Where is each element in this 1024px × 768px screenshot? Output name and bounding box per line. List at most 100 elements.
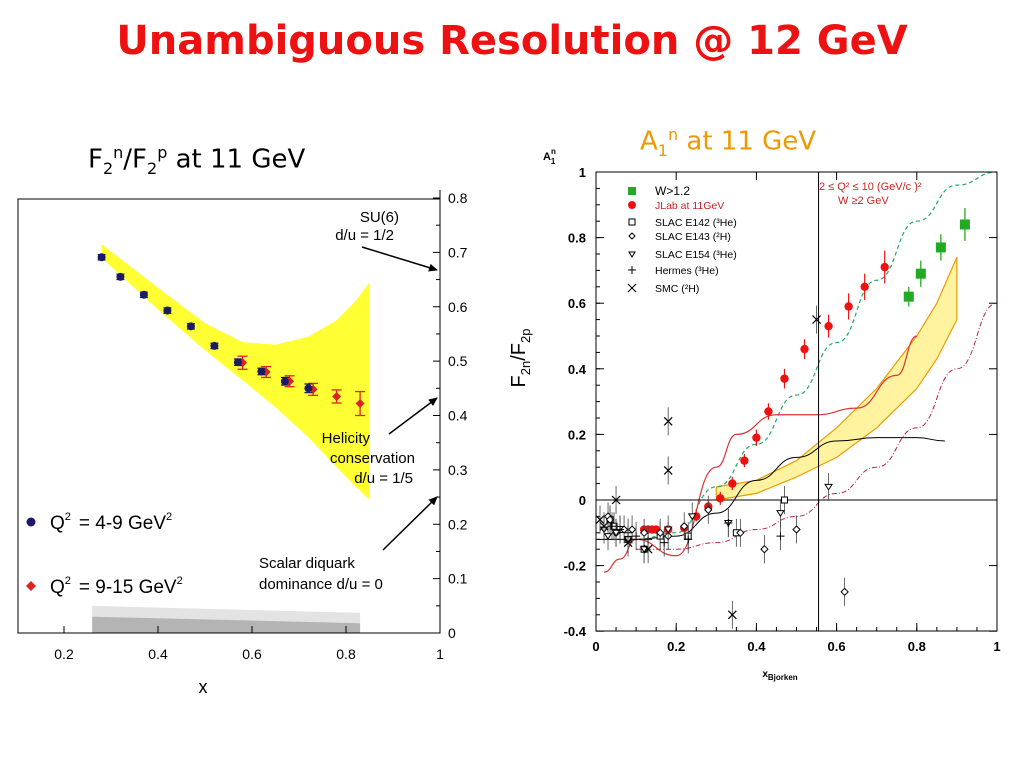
red-marker bbox=[332, 391, 342, 401]
e143-marker bbox=[704, 505, 713, 515]
e143-marker bbox=[840, 587, 849, 597]
e143-point bbox=[680, 512, 689, 541]
smc-marker bbox=[595, 515, 605, 525]
left-x-tick-label: 0.8 bbox=[336, 646, 356, 662]
hermes-point bbox=[632, 522, 641, 551]
smc-marker bbox=[599, 521, 609, 531]
e154-point bbox=[687, 502, 697, 531]
e143-point bbox=[840, 577, 849, 606]
jlab-marker bbox=[844, 302, 853, 311]
slide-title: Unambiguous Resolution @ 12 GeV bbox=[116, 18, 908, 64]
e154-marker bbox=[611, 529, 621, 537]
e142-marker bbox=[780, 496, 788, 504]
e143-marker bbox=[619, 525, 629, 534]
red-marker bbox=[355, 399, 365, 409]
right-x-tick-label: 0 bbox=[592, 639, 599, 654]
blue-marker bbox=[186, 322, 195, 331]
left-x-tick-label: 1 bbox=[436, 646, 444, 662]
jlab-marker bbox=[728, 479, 737, 488]
blue-point bbox=[139, 290, 148, 299]
left-series bbox=[97, 253, 366, 417]
e143-marker bbox=[792, 525, 801, 534]
smc-marker bbox=[812, 315, 821, 325]
e154-marker bbox=[603, 533, 613, 541]
smc-marker bbox=[663, 416, 673, 426]
w12-point bbox=[959, 208, 970, 241]
smc-point bbox=[595, 505, 605, 534]
hermes-point bbox=[660, 528, 669, 557]
e143-marker bbox=[760, 544, 769, 554]
scalar-arrow bbox=[382, 496, 438, 551]
left-y-tick-label: 0.2 bbox=[448, 516, 468, 532]
helicity-label: Helicity bbox=[322, 430, 371, 447]
e154-point bbox=[603, 522, 613, 551]
w12-point bbox=[903, 286, 914, 307]
jlab-marker bbox=[780, 374, 789, 383]
jlab-marker bbox=[800, 344, 809, 354]
hermes-marker bbox=[776, 532, 785, 541]
smc-point bbox=[663, 407, 673, 436]
su6-label: SU(6) bbox=[360, 209, 399, 226]
jlab-point bbox=[752, 429, 761, 446]
left-shading bbox=[92, 605, 361, 633]
hermes-marker bbox=[608, 522, 617, 531]
jlab-point bbox=[800, 339, 809, 359]
blue-point bbox=[257, 367, 266, 376]
blue-point bbox=[186, 322, 195, 331]
blue-marker bbox=[257, 367, 266, 376]
blue-marker bbox=[210, 341, 219, 350]
legend-e154-label: SLAC E154 (³He) bbox=[655, 249, 737, 261]
left-x-tick-label: 0.2 bbox=[54, 646, 74, 662]
left-y-tick-label: 0.1 bbox=[448, 571, 468, 587]
e143-marker bbox=[680, 522, 689, 531]
smc-point bbox=[623, 528, 633, 557]
e154-point bbox=[639, 535, 649, 564]
red-point bbox=[331, 389, 342, 404]
smc-marker bbox=[663, 466, 673, 475]
right-chart: -0.4 -0.2 0 0.2 0.4 0.6 0.8 1 0 0.2 0.4 0.6 0.8 1 An 1… bbox=[508, 147, 1001, 682]
legend-q2-low: Q2 = 4-9 GeV2 bbox=[26, 511, 172, 534]
jlab-point bbox=[728, 477, 737, 491]
conservation-label: conservation bbox=[330, 450, 415, 467]
e154-point bbox=[824, 472, 833, 501]
jlab-point bbox=[764, 403, 773, 420]
scalar-label: Scalar diquark bbox=[259, 555, 355, 572]
jlab-point bbox=[780, 368, 789, 389]
e143-marker bbox=[736, 528, 745, 538]
hermes-marker bbox=[616, 525, 625, 534]
right-plot-frame bbox=[595, 171, 998, 632]
jlab-marker bbox=[880, 262, 889, 272]
w12-point bbox=[915, 260, 926, 287]
e142-point bbox=[780, 486, 788, 514]
e143-marker bbox=[655, 528, 665, 538]
helicity-ratio-label: d/u = 1/5 bbox=[354, 470, 413, 487]
e143-point bbox=[792, 515, 801, 544]
smc-marker bbox=[623, 538, 633, 548]
blue-point bbox=[116, 272, 125, 281]
right-x-tick-label: 0.6 bbox=[828, 639, 846, 654]
jlab-point bbox=[860, 273, 869, 300]
w12-marker bbox=[959, 219, 970, 230]
left-axes: 0 0.1 0.2 0.3 0.4 0.5 0.6 0.7 0.8 0.2 0.4 0.6 0.8 1 bbox=[18, 190, 468, 662]
w12-marker bbox=[903, 291, 914, 302]
e154-marker bbox=[687, 513, 697, 521]
e143-point bbox=[704, 495, 713, 524]
jlab-marker bbox=[824, 321, 833, 331]
hermes-marker bbox=[632, 532, 641, 541]
helicity-arrow bbox=[388, 397, 438, 435]
legend-smc-marker bbox=[627, 283, 637, 293]
smc-point bbox=[599, 512, 609, 541]
smc-point bbox=[611, 486, 621, 514]
kinematic-cut-q2: 2 ≤ Q² ≤ 10 (GeV/c )² bbox=[819, 181, 922, 193]
e143-point bbox=[736, 518, 745, 547]
e154-marker bbox=[776, 510, 785, 518]
right-x-axis-label: xBjorken bbox=[762, 669, 797, 682]
hermes-point bbox=[684, 525, 693, 554]
blue-point bbox=[233, 358, 242, 367]
jlab-point bbox=[880, 250, 889, 284]
legend-e142-label: SLAC E142 (³He) bbox=[655, 217, 737, 229]
legend-hermes-marker bbox=[628, 266, 636, 274]
su6-arrow bbox=[361, 246, 438, 272]
legend-blue-marker bbox=[26, 517, 36, 527]
